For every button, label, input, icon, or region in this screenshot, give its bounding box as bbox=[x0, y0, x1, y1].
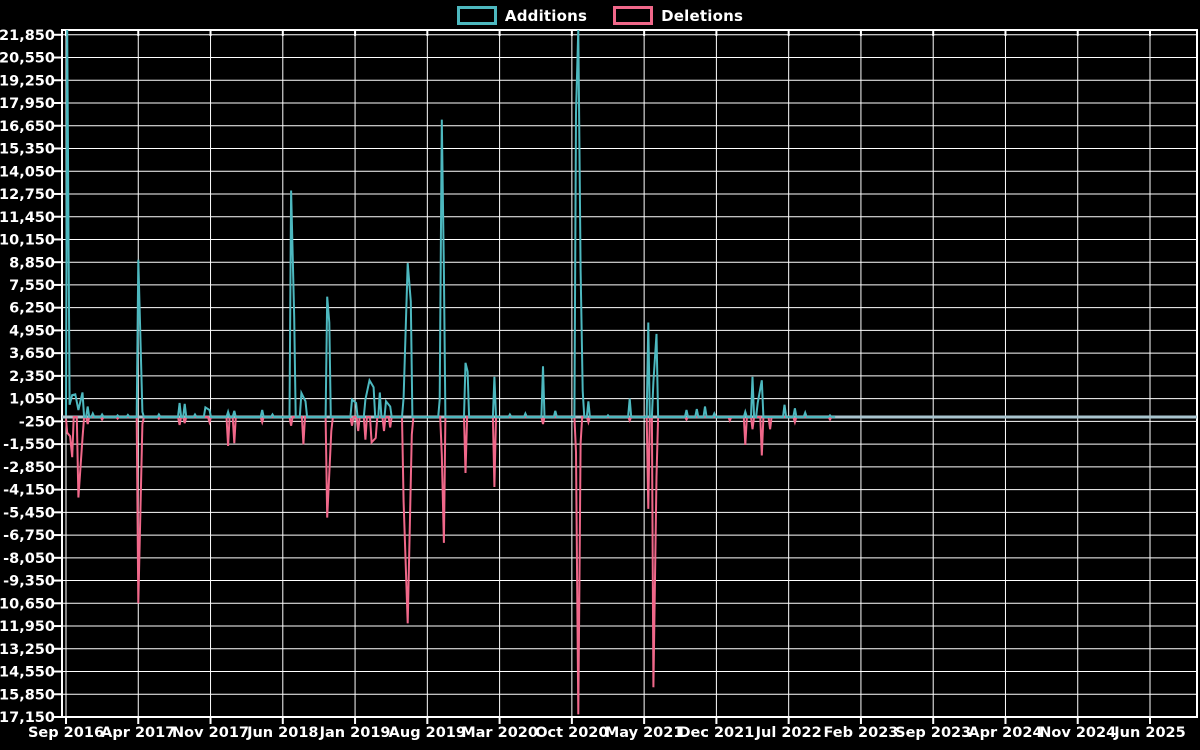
svg-text:-14,550: -14,550 bbox=[0, 665, 55, 681]
svg-text:-4,150: -4,150 bbox=[3, 483, 55, 499]
chart-legend: Additions Deletions bbox=[0, 6, 1200, 25]
svg-text:Jun 2025: Jun 2025 bbox=[1113, 725, 1185, 741]
svg-text:Apr 2024: Apr 2024 bbox=[968, 725, 1042, 741]
svg-text:Nov 2017: Nov 2017 bbox=[172, 725, 249, 741]
svg-text:14,050: 14,050 bbox=[0, 164, 55, 180]
svg-text:Sep 2016: Sep 2016 bbox=[28, 725, 104, 741]
svg-text:19,250: 19,250 bbox=[0, 73, 55, 89]
deletions-swatch-icon bbox=[613, 6, 654, 25]
svg-text:20,550: 20,550 bbox=[0, 51, 55, 67]
svg-text:Jun 2018: Jun 2018 bbox=[246, 725, 318, 741]
svg-text:2,350: 2,350 bbox=[9, 369, 55, 385]
svg-text:Jul 2022: Jul 2022 bbox=[755, 725, 822, 741]
svg-text:-250: -250 bbox=[19, 414, 55, 430]
svg-text:Jan 2019: Jan 2019 bbox=[319, 725, 391, 741]
svg-text:15,350: 15,350 bbox=[0, 142, 55, 158]
svg-text:-15,850: -15,850 bbox=[0, 687, 55, 703]
y-axis-labels: 21,850 20,550 19,250 17,950 16,650 15,350 14,0… bbox=[0, 28, 55, 726]
svg-text:Aug 2019: Aug 2019 bbox=[389, 725, 466, 741]
svg-text:12,750: 12,750 bbox=[0, 187, 55, 203]
additions-swatch-icon bbox=[456, 6, 497, 25]
svg-text:Oct 2020: Oct 2020 bbox=[535, 725, 608, 741]
svg-text:-5,450: -5,450 bbox=[3, 505, 55, 521]
gridlines bbox=[62, 30, 1197, 718]
svg-text:-9,350: -9,350 bbox=[3, 574, 55, 590]
svg-text:-2,850: -2,850 bbox=[3, 460, 55, 476]
svg-text:-1,550: -1,550 bbox=[3, 437, 55, 453]
svg-text:17,950: 17,950 bbox=[0, 96, 55, 112]
legend-item-additions[interactable]: Additions bbox=[456, 6, 588, 25]
legend-deletions-label: Deletions bbox=[661, 6, 744, 25]
axis-ticks bbox=[54, 30, 1151, 724]
svg-text:8,850: 8,850 bbox=[9, 255, 55, 271]
svg-text:-17,150: -17,150 bbox=[0, 710, 55, 726]
svg-text:Sep 2023: Sep 2023 bbox=[895, 725, 971, 741]
svg-text:10,150: 10,150 bbox=[0, 233, 55, 249]
svg-text:4,950: 4,950 bbox=[9, 323, 55, 339]
svg-text:-6,750: -6,750 bbox=[3, 528, 55, 544]
svg-text:Dec 2021: Dec 2021 bbox=[678, 725, 754, 741]
svg-text:1,050: 1,050 bbox=[9, 392, 55, 408]
svg-text:Apr 2017: Apr 2017 bbox=[101, 725, 175, 741]
svg-text:-10,650: -10,650 bbox=[0, 596, 55, 612]
svg-text:16,650: 16,650 bbox=[0, 119, 55, 135]
svg-text:Mar 2020: Mar 2020 bbox=[461, 725, 538, 741]
svg-text:Nov 2024: Nov 2024 bbox=[1039, 725, 1116, 741]
svg-text:21,850: 21,850 bbox=[0, 28, 55, 44]
additions-line bbox=[65, 30, 836, 418]
svg-text:Feb 2023: Feb 2023 bbox=[823, 725, 898, 741]
svg-text:-8,050: -8,050 bbox=[3, 551, 55, 567]
svg-text:11,450: 11,450 bbox=[0, 210, 55, 226]
svg-text:-13,250: -13,250 bbox=[0, 642, 55, 658]
svg-text:3,650: 3,650 bbox=[9, 346, 55, 362]
svg-text:6,250: 6,250 bbox=[9, 301, 55, 317]
legend-additions-label: Additions bbox=[504, 6, 588, 25]
legend-item-deletions[interactable]: Deletions bbox=[613, 6, 743, 25]
plot-border bbox=[61, 29, 1198, 718]
svg-text:7,550: 7,550 bbox=[9, 278, 55, 294]
svg-text:-11,950: -11,950 bbox=[0, 619, 55, 635]
svg-text:May 2021: May 2021 bbox=[605, 725, 684, 741]
